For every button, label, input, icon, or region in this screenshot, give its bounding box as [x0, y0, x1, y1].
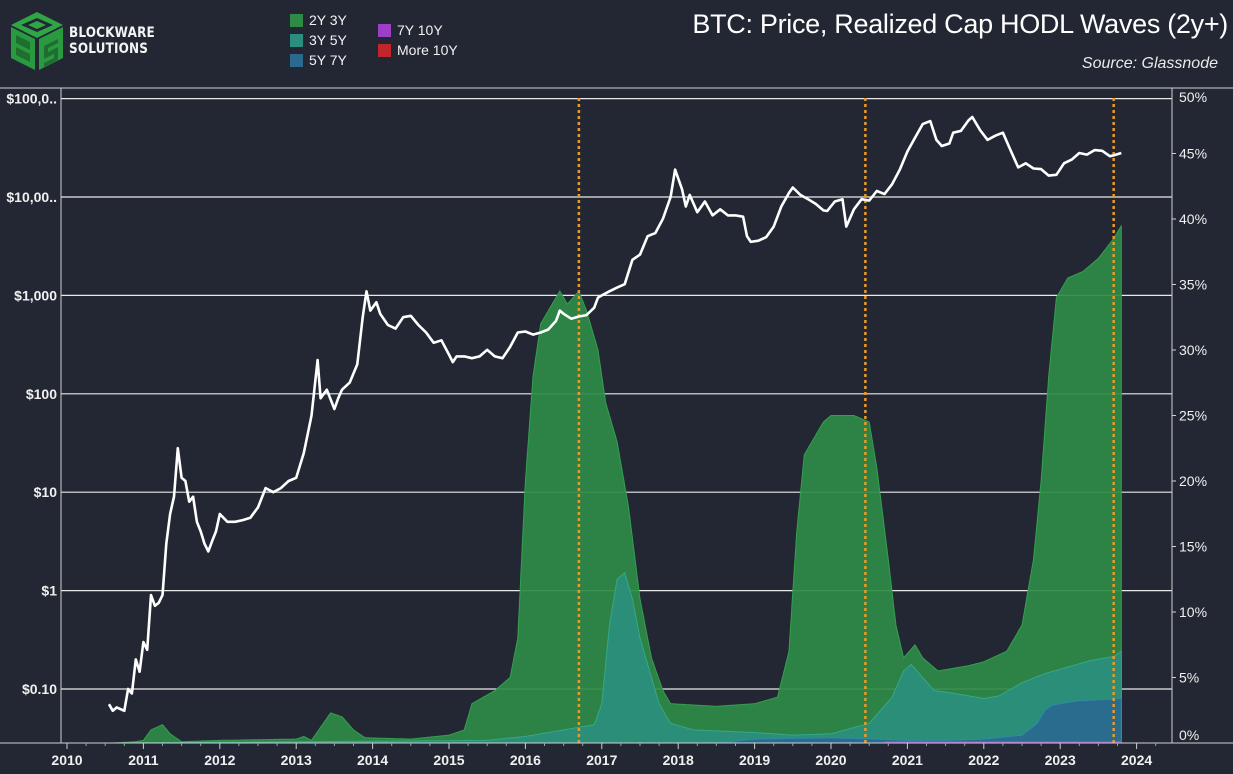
x-axis-ticks: 2010 2011 2012 2013 2014 2015 2016 2017 2018 2019… — [51, 743, 1157, 768]
left-axis-ticks: $0.10 $1 $10 $100 $1,000 $10,00.. $100,0.. — [6, 91, 57, 697]
x-tick-label: 2021 — [892, 752, 923, 768]
left-tick-label: $1,000 — [14, 287, 57, 303]
legend-column-2: 7Y 10Y More 10Y — [378, 20, 458, 60]
right-axis-ticks: 0% 5% 10% 15% 20% 25% 30% 35% 40% 45% 50% — [1172, 87, 1207, 744]
x-tick-label: 2012 — [204, 752, 235, 768]
x-tick-label: 2017 — [586, 752, 617, 768]
x-tick-label: 2016 — [510, 752, 541, 768]
x-tick-label: 2024 — [1121, 752, 1152, 768]
x-tick-label: 2018 — [663, 752, 694, 768]
right-tick-label: 10% — [1179, 604, 1207, 620]
x-tick-label: 2022 — [968, 752, 999, 768]
hodl-wave-areas — [112, 225, 1122, 744]
brand-line-2: SOLUTIONS — [69, 41, 149, 57]
legend-label: 5Y 7Y — [309, 52, 347, 68]
legend-swatch — [290, 53, 303, 67]
right-tick-label: 0% — [1179, 727, 1199, 743]
legend-label: 2Y 3Y — [309, 12, 347, 28]
cube-bs-logo-icon — [11, 12, 63, 70]
x-tick-label: 2023 — [1045, 752, 1076, 768]
x-tick-label: 2013 — [281, 752, 312, 768]
left-tick-label: $100,0.. — [6, 91, 57, 107]
x-tick-label: 2019 — [739, 752, 770, 768]
left-tick-label: $1 — [41, 583, 57, 599]
brand-line-1: BLOCKWARE — [69, 25, 155, 41]
right-tick-label: 25% — [1179, 408, 1207, 424]
x-tick-label: 2015 — [433, 752, 464, 768]
brand-name: BLOCKWARE SOLUTIONS — [69, 25, 155, 57]
x-tick-label: 2010 — [51, 752, 82, 768]
right-tick-label: 50% — [1179, 89, 1207, 105]
area-3y-5y — [112, 571, 1122, 744]
legend-label: 3Y 5Y — [309, 32, 347, 48]
right-tick-label: 5% — [1179, 670, 1199, 686]
legend-swatch — [378, 43, 391, 57]
area-7y-10y — [884, 741, 1122, 743]
left-tick-label: $0.10 — [22, 681, 57, 697]
legend-item-5y-7y: 5Y 7Y — [290, 50, 347, 70]
left-tick-label: $10 — [34, 484, 58, 500]
area-2y-3y — [112, 225, 1122, 744]
left-tick-label: $100 — [26, 386, 57, 402]
right-tick-label: 35% — [1179, 277, 1207, 293]
right-tick-label: 20% — [1179, 473, 1207, 489]
x-tick-label: 2014 — [357, 752, 388, 768]
legend-item-7y-10y: 7Y 10Y — [378, 20, 458, 40]
legend-label: 7Y 10Y — [397, 22, 443, 38]
right-tick-label: 45% — [1179, 146, 1207, 162]
legend-item-2y-3y: 2Y 3Y — [290, 10, 347, 30]
legend-column-1: 2Y 3Y 3Y 5Y 5Y 7Y — [290, 10, 347, 70]
right-tick-label: 15% — [1179, 539, 1207, 555]
price-line-group — [107, 115, 1122, 713]
right-tick-label: 40% — [1179, 211, 1207, 227]
legend-swatch — [378, 23, 391, 37]
right-tick-label: 30% — [1179, 342, 1207, 358]
chart-title: BTC: Price, Realized Cap HODL Waves (2y+… — [692, 9, 1228, 39]
price-line — [107, 115, 1122, 713]
legend-swatch — [290, 13, 303, 27]
x-tick-label: 2011 — [128, 752, 159, 768]
x-tick-label: 2020 — [815, 752, 846, 768]
left-tick-label: $10,00.. — [6, 189, 57, 205]
chart-source: Source: Glassnode — [1081, 55, 1218, 72]
legend-swatch — [290, 33, 303, 47]
legend-item-more-10y: More 10Y — [378, 40, 458, 60]
legend-item-3y-5y: 3Y 5Y — [290, 30, 347, 50]
legend-label: More 10Y — [397, 42, 458, 58]
